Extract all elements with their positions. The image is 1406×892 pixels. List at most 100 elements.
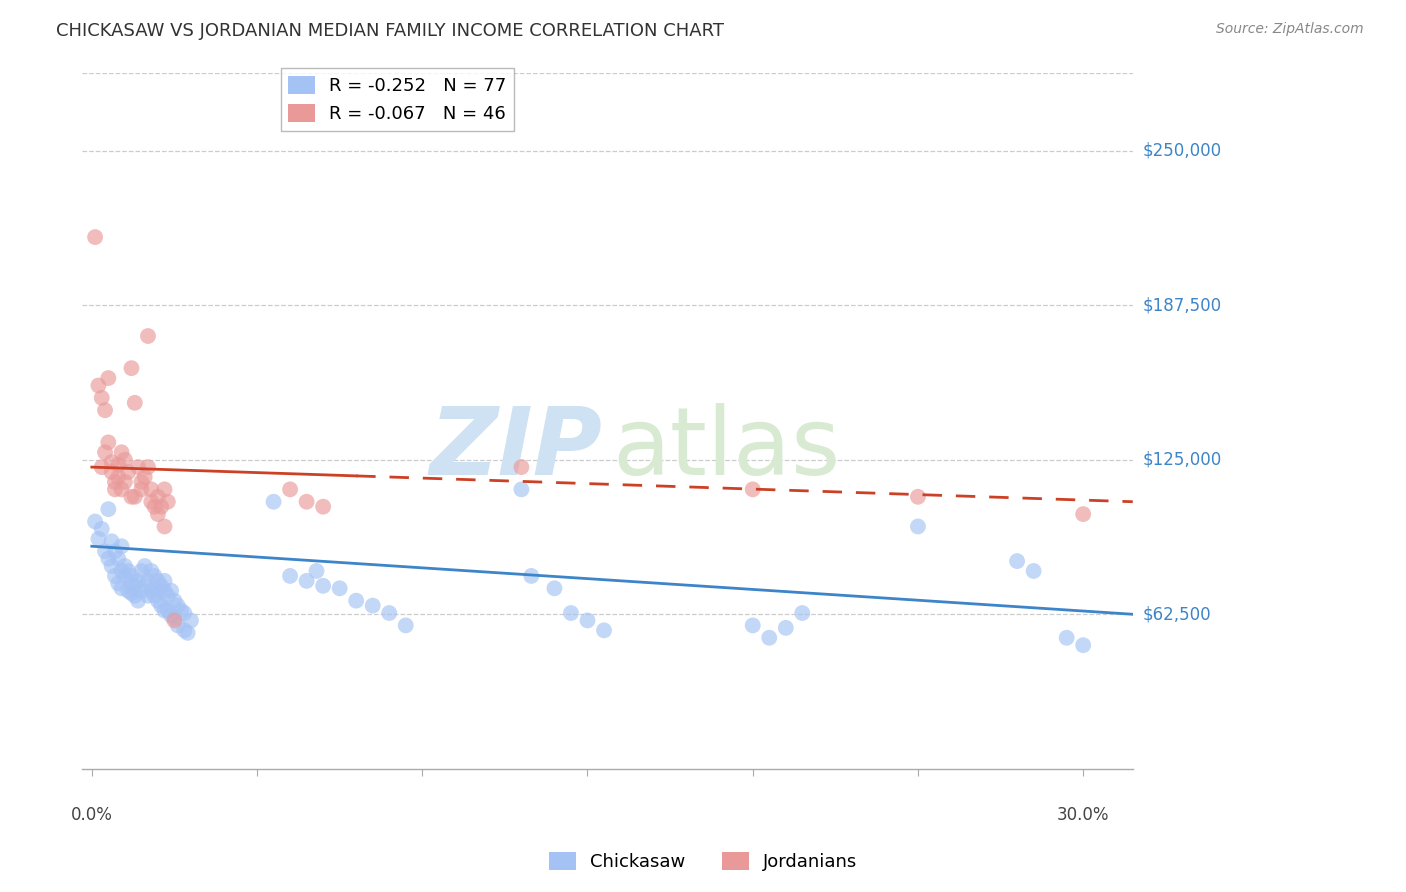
Point (104, 483, 127, 497)
Point (1071, 507, 1094, 521)
Point (94, 445, 117, 459)
Point (110, 483, 132, 497)
Point (173, 624, 195, 638)
Text: 30.0%: 30.0% (1057, 806, 1109, 824)
Point (153, 519, 176, 533)
Point (163, 614, 186, 628)
Point (146, 490, 169, 504)
Point (134, 470, 156, 484)
Point (146, 593, 169, 607)
Point (163, 593, 186, 607)
Point (156, 494, 179, 508)
Point (127, 574, 149, 588)
Point (110, 582, 132, 596)
Point (124, 396, 146, 410)
Point (100, 534, 122, 549)
Point (143, 500, 166, 514)
Point (1071, 638, 1094, 652)
Point (344, 593, 367, 607)
Point (104, 569, 127, 583)
Point (100, 559, 122, 574)
Point (520, 569, 543, 583)
Point (180, 614, 202, 628)
Point (121, 361, 143, 376)
Point (131, 483, 153, 497)
Point (395, 618, 418, 632)
Point (295, 574, 318, 588)
Point (87, 378, 110, 392)
Point (97, 551, 120, 566)
Point (146, 574, 169, 588)
Point (127, 593, 149, 607)
Point (560, 606, 582, 620)
Point (758, 631, 780, 645)
Point (263, 494, 285, 508)
Point (110, 564, 132, 578)
Point (173, 606, 195, 620)
Point (136, 329, 159, 343)
Point (510, 460, 533, 475)
Point (576, 614, 599, 628)
Legend: R = -0.252   N = 77, R = -0.067   N = 46: R = -0.252 N = 77, R = -0.067 N = 46 (281, 69, 513, 130)
Point (94, 544, 117, 558)
Point (141, 564, 163, 578)
Point (97, 502, 120, 516)
Point (90, 522, 112, 536)
Text: atlas: atlas (613, 403, 841, 495)
Point (107, 470, 129, 484)
Point (136, 589, 159, 603)
Text: $125,000: $125,000 (1143, 450, 1222, 468)
Point (117, 465, 139, 479)
Point (121, 569, 143, 583)
Point (143, 589, 166, 603)
Point (153, 483, 176, 497)
Point (143, 569, 166, 583)
Point (131, 475, 153, 489)
Point (117, 583, 139, 598)
Point (907, 519, 929, 533)
Point (97, 435, 120, 450)
Point (84, 515, 107, 529)
Point (150, 500, 173, 514)
Point (124, 589, 146, 603)
Point (94, 403, 117, 417)
Point (176, 625, 198, 640)
Point (741, 483, 763, 497)
Point (170, 603, 193, 617)
Text: Source: ZipAtlas.com: Source: ZipAtlas.com (1216, 22, 1364, 37)
Point (741, 618, 763, 632)
Point (166, 599, 188, 613)
Point (543, 582, 565, 596)
Text: $250,000: $250,000 (1143, 142, 1222, 160)
Point (163, 611, 186, 625)
Point (110, 539, 132, 553)
Point (156, 589, 179, 603)
Point (114, 569, 136, 583)
Point (136, 460, 159, 475)
Point (305, 564, 328, 578)
Point (146, 583, 169, 598)
Point (160, 583, 183, 598)
Point (90, 391, 112, 405)
Point (907, 490, 929, 504)
Point (141, 494, 163, 508)
Point (117, 564, 139, 578)
Point (153, 603, 176, 617)
Point (84, 230, 107, 244)
Point (107, 551, 129, 566)
Point (775, 621, 797, 635)
Point (361, 599, 384, 613)
Text: $187,500: $187,500 (1143, 296, 1222, 314)
Point (114, 475, 136, 489)
Point (124, 579, 146, 593)
Point (593, 624, 616, 638)
Point (104, 475, 127, 489)
Point (792, 606, 814, 620)
Text: $62,500: $62,500 (1143, 606, 1212, 624)
Point (160, 608, 183, 623)
Point (107, 458, 129, 472)
Point (146, 507, 169, 521)
Point (329, 582, 352, 596)
Point (124, 490, 146, 504)
Point (1056, 631, 1078, 645)
